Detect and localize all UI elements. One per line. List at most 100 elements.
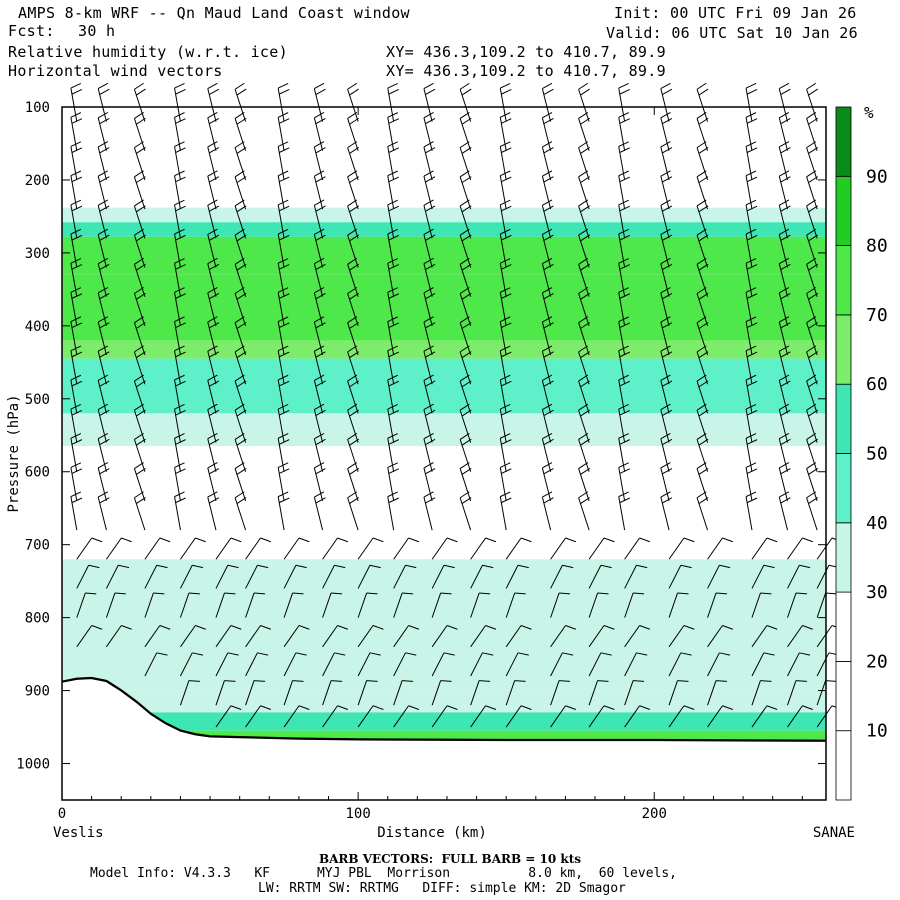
y-tick-label: 700 xyxy=(25,538,50,554)
wind-barb xyxy=(347,345,360,385)
wind-barb xyxy=(70,345,83,385)
y-tick-label: 300 xyxy=(25,246,50,262)
wind-barb xyxy=(234,287,247,326)
wind-barb xyxy=(277,345,290,385)
wind-barb xyxy=(618,374,630,414)
colorbar-segment xyxy=(835,591,852,662)
wind-barb xyxy=(745,83,758,122)
wind-barb xyxy=(423,170,436,210)
wind-barb xyxy=(97,432,110,472)
wind-barb xyxy=(541,228,554,268)
wind-barb xyxy=(707,564,731,589)
wind-barb xyxy=(505,680,526,706)
wind-barb xyxy=(277,403,290,443)
wind-barb xyxy=(97,199,110,239)
wind-barb xyxy=(277,287,290,326)
y-tick-label: 200 xyxy=(25,173,50,189)
wind-barb xyxy=(578,462,590,502)
wind-barb xyxy=(707,652,731,677)
wind-barb xyxy=(234,345,247,385)
rh-band-5 xyxy=(62,340,826,359)
wind-barb xyxy=(76,564,100,589)
wind-barb xyxy=(806,491,818,531)
wind-barb xyxy=(816,592,837,618)
wind-barb xyxy=(541,287,554,326)
wind-barb xyxy=(207,345,220,385)
wind-barb xyxy=(313,403,326,443)
wind-barb xyxy=(624,705,651,728)
wind-barb xyxy=(347,82,360,122)
wind-barb xyxy=(133,316,146,356)
wind-barb xyxy=(541,374,554,414)
wind-barb xyxy=(787,564,811,589)
wind-barb xyxy=(806,170,818,210)
wind-barb xyxy=(70,316,83,356)
y-tick-label: 800 xyxy=(25,611,50,627)
wind-barb xyxy=(133,462,146,502)
wind-barb xyxy=(174,433,186,472)
wind-barb xyxy=(313,462,326,502)
wind-barb xyxy=(277,374,290,414)
wind-barb xyxy=(387,491,399,531)
wind-barb xyxy=(207,287,220,326)
wind-barb xyxy=(578,374,590,414)
wind-barb xyxy=(660,316,673,356)
wind-barb xyxy=(234,170,247,210)
wind-barb xyxy=(207,199,220,239)
wind-barb xyxy=(133,228,146,268)
wind-barb xyxy=(174,112,186,151)
wind-barb xyxy=(215,592,236,618)
colorbar-label: 80 xyxy=(866,236,888,257)
wind-barb xyxy=(322,652,346,677)
wind-barb xyxy=(745,199,758,239)
wind-barb xyxy=(470,652,494,677)
wind-barb xyxy=(387,258,399,297)
wind-barb xyxy=(245,680,266,706)
colorbar-label: 10 xyxy=(866,721,888,742)
wind-barb xyxy=(70,287,83,326)
wind-barb xyxy=(588,564,612,589)
wind-barb xyxy=(133,374,146,414)
colorbar-label: 70 xyxy=(866,305,888,326)
wind-barb xyxy=(347,112,360,151)
wind-barb xyxy=(70,462,83,502)
wind-barb xyxy=(588,680,609,706)
wind-barb xyxy=(97,374,110,414)
wind-barb xyxy=(745,112,758,151)
wind-barb xyxy=(459,199,472,239)
wind-barb xyxy=(578,170,590,210)
wind-barb xyxy=(234,403,247,443)
colorbar-segment xyxy=(835,453,852,524)
rh-band-4 xyxy=(62,274,826,341)
wind-barb xyxy=(459,403,472,443)
wind-barb xyxy=(431,680,452,706)
wind-barb xyxy=(618,433,630,472)
wind-barb xyxy=(751,680,772,706)
y-tick-label: 100 xyxy=(25,100,50,116)
wind-barb xyxy=(347,432,360,472)
wind-barb xyxy=(347,287,360,326)
wind-barb xyxy=(97,345,110,385)
wind-barb xyxy=(806,257,818,297)
wind-barb xyxy=(660,82,673,122)
wind-barb xyxy=(470,625,497,648)
colorbar-segment xyxy=(835,522,852,593)
wind-barb xyxy=(174,491,186,531)
wind-barb xyxy=(806,82,818,122)
wind-barb xyxy=(499,170,512,210)
rh-band-10 xyxy=(62,690,826,713)
wind-barb xyxy=(578,403,590,443)
wind-barb xyxy=(313,491,326,531)
wind-barb xyxy=(660,287,673,326)
wind-barb xyxy=(745,141,758,181)
wind-barb xyxy=(499,112,512,151)
wind-barb xyxy=(97,141,110,181)
wind-barb xyxy=(133,432,146,472)
wind-barb xyxy=(806,316,818,356)
wind-barb xyxy=(505,705,532,728)
wind-barb xyxy=(357,537,384,560)
wind-barb xyxy=(393,564,417,589)
wind-barb xyxy=(787,592,807,618)
wind-barb xyxy=(283,537,310,560)
